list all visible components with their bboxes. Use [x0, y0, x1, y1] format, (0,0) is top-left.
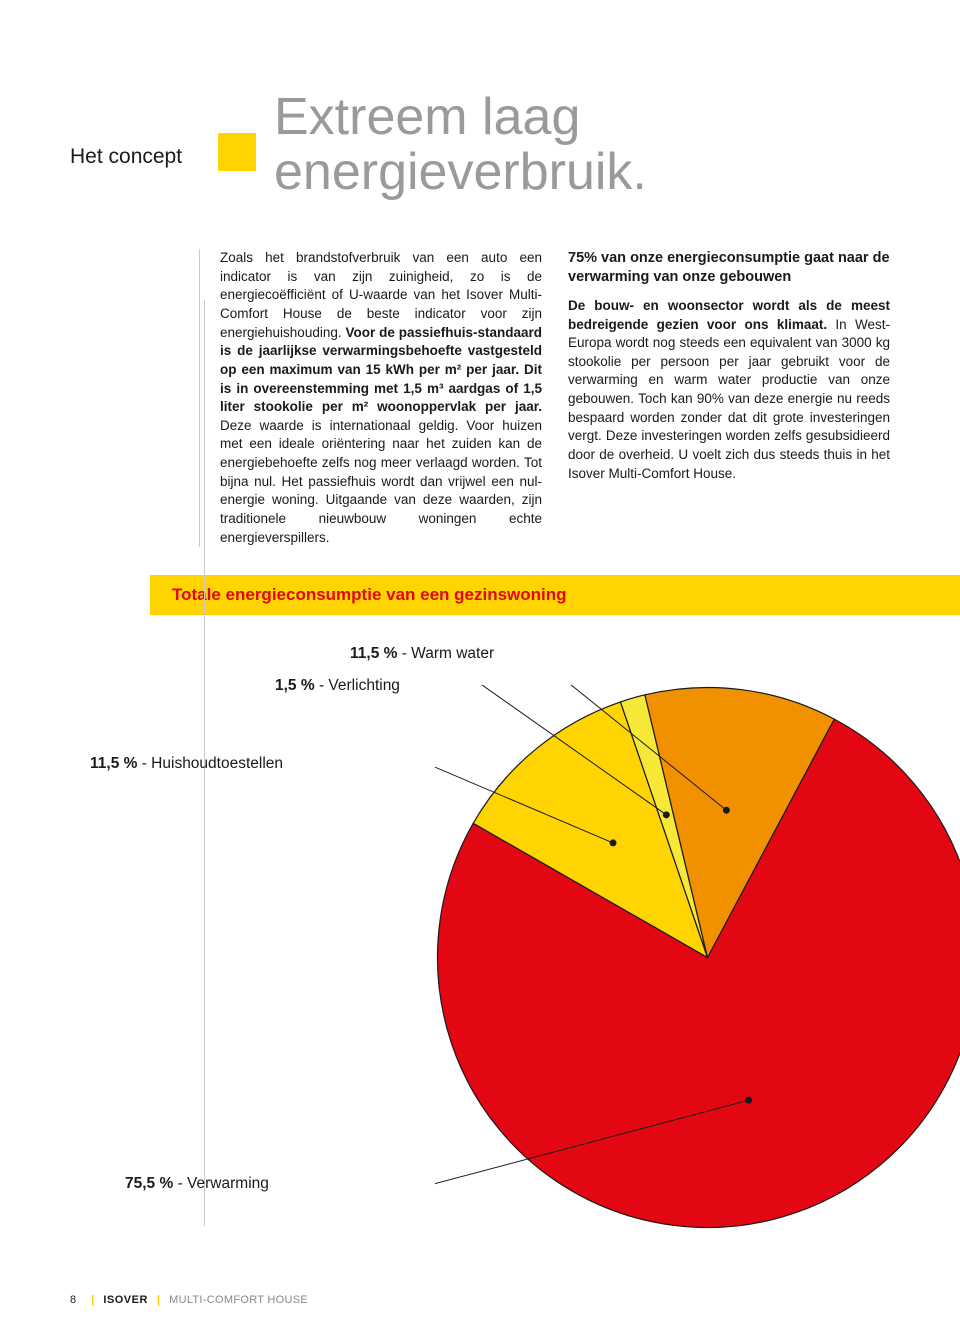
callout-verwarming-label: - Verwarming — [173, 1175, 269, 1192]
left-margin — [70, 249, 200, 547]
footer-brand: ISOVER — [103, 1294, 148, 1306]
callout-verlichting-label: - Verlichting — [315, 677, 400, 694]
callout-warm-water: 11,5 % - Warm water — [350, 645, 494, 663]
footer-sep-1: | — [91, 1294, 94, 1306]
body-col-1: Zoals het brandstofverbruik van een auto… — [220, 249, 542, 547]
footer-subtitle: MULTI-COMFORT HOUSE — [169, 1294, 308, 1306]
callout-verlichting-pct: 1,5 % — [275, 677, 315, 694]
callout-huishoud: 11,5 % - Huishoudtoestellen — [90, 755, 283, 773]
accent-square — [218, 133, 256, 171]
footer-sep-2: | — [157, 1294, 160, 1306]
footer-page-number: 8 — [70, 1294, 76, 1306]
callout-warm-water-pct: 11,5 % — [350, 645, 397, 662]
body-columns: Zoals het brandstofverbruik van een auto… — [220, 249, 890, 547]
chart-title: Totale energieconsumptie van een gezinsw… — [150, 575, 960, 615]
body-col-2-text: De bouw- en woonsector wordt als de mees… — [568, 298, 890, 481]
pie-chart — [435, 685, 960, 1230]
body-col-1-text: Zoals het brandstofverbruik van een auto… — [220, 250, 542, 544]
body-col-2-heading: 75% van onze energieconsumptie gaat naar… — [568, 249, 890, 287]
callout-huishoud-pct: 11,5 % — [90, 755, 137, 772]
pie-svg — [435, 685, 960, 1230]
page-footer: 8 | ISOVER | MULTI-COMFORT HOUSE — [70, 1294, 308, 1306]
body-col-2: 75% van onze energieconsumptie gaat naar… — [568, 249, 890, 547]
callout-verwarming-pct: 75,5 % — [125, 1175, 173, 1192]
callout-verwarming: 75,5 % - Verwarming — [125, 1175, 269, 1193]
page-header: Het concept Extreem laag energieverbruik… — [70, 90, 890, 199]
callout-huishoud-label: - Huishoudtoestellen — [137, 755, 283, 772]
page-title: Extreem laag energieverbruik. — [274, 90, 890, 199]
callout-verlichting: 1,5 % - Verlichting — [275, 677, 400, 695]
section-label: Het concept — [70, 121, 200, 169]
callout-warm-water-label: - Warm water — [397, 645, 494, 662]
chart-area: 11,5 % - Warm water 1,5 % - Verlichting … — [20, 645, 960, 1255]
